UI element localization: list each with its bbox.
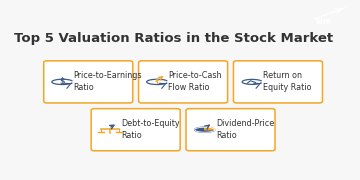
FancyBboxPatch shape bbox=[91, 109, 180, 151]
FancyBboxPatch shape bbox=[44, 61, 133, 103]
Text: Dividend-Price
Ratio: Dividend-Price Ratio bbox=[216, 119, 274, 140]
Text: elm: elm bbox=[316, 17, 332, 26]
Text: Return on
Equity Ratio: Return on Equity Ratio bbox=[263, 71, 312, 92]
FancyBboxPatch shape bbox=[186, 109, 275, 151]
Text: Price-to-Cash
Flow Ratio: Price-to-Cash Flow Ratio bbox=[168, 71, 222, 92]
FancyBboxPatch shape bbox=[234, 61, 323, 103]
FancyBboxPatch shape bbox=[139, 61, 228, 103]
Polygon shape bbox=[195, 127, 215, 132]
Text: Price-to-Earnings
Ratio: Price-to-Earnings Ratio bbox=[73, 71, 142, 92]
Polygon shape bbox=[205, 127, 215, 130]
Text: ₹: ₹ bbox=[155, 79, 160, 85]
Text: $: $ bbox=[60, 77, 65, 86]
Text: Top 5 Valuation Ratios in the Stock Market: Top 5 Valuation Ratios in the Stock Mark… bbox=[14, 32, 333, 45]
Text: Debt-to-Equity
Ratio: Debt-to-Equity Ratio bbox=[121, 119, 180, 140]
